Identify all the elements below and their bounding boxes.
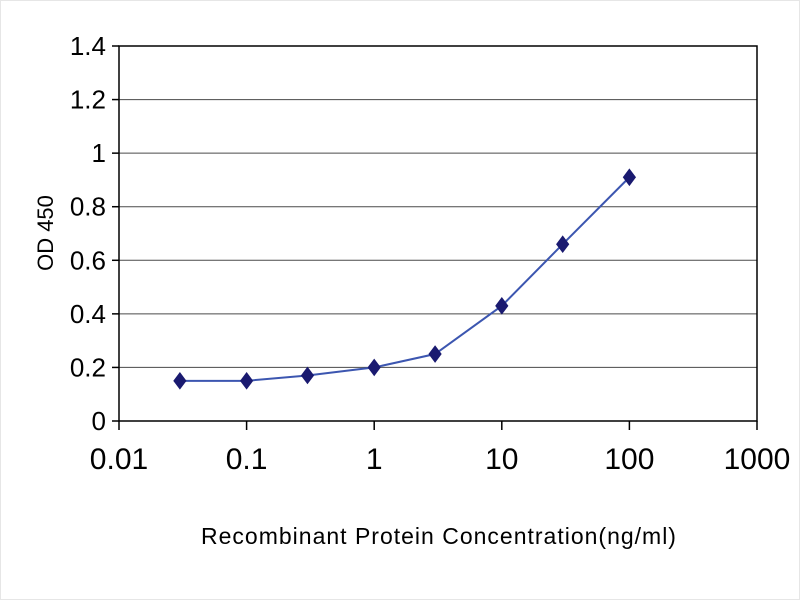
y-tick-label: 1.2 [70, 85, 106, 115]
series-line [179, 176, 631, 382]
data-point-marker [300, 366, 315, 385]
x-tick-label: 0.1 [226, 443, 268, 476]
x-axis-title: Recombinant Protein Concentration(ng/ml) [201, 523, 677, 549]
x-tick-label: 10 [485, 443, 518, 476]
y-tick-label: 1 [92, 138, 106, 168]
tick-layer: 0 0.2 0.4 0.6 0.8 1 1.2 1.4 0.01 0.1 1 10 100 1000 [70, 31, 791, 476]
x-tick-label: 0.01 [90, 443, 148, 476]
y-tick-label: 0.8 [70, 192, 106, 222]
data-point-marker [239, 371, 254, 390]
data-point-marker [495, 296, 509, 315]
grid-layer [119, 45, 757, 368]
series-layer [173, 168, 637, 390]
y-tick-label: 1.4 [70, 31, 106, 61]
data-point-marker [367, 358, 381, 377]
x-tick-label: 100 [604, 443, 654, 476]
y-tick-label: 0.6 [70, 245, 106, 275]
data-point-marker [622, 168, 637, 187]
data-point-marker [428, 345, 442, 363]
x-tick-label: 1 [366, 443, 383, 476]
y-axis-title: OD 450 [33, 195, 58, 271]
y-tick-label: 0.4 [70, 299, 106, 329]
data-point-marker [556, 235, 570, 254]
x-tick-label: 1000 [724, 443, 791, 476]
data-point-marker [173, 371, 187, 390]
y-tick-label: 0 [92, 406, 106, 436]
frame-layer [118, 45, 758, 422]
y-tick-label: 0.2 [70, 352, 106, 382]
plot-frame [118, 45, 758, 422]
